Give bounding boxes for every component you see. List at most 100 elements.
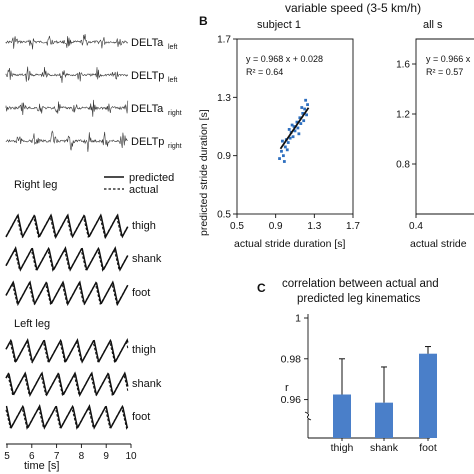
scatter-point (300, 106, 304, 109)
x-tick-label: 0.4 (409, 221, 423, 232)
emg-channel-name: DELTa (131, 103, 164, 115)
subject2-r2: R² = 0.57 (426, 67, 463, 77)
x-tick-label: 0.5 (230, 221, 244, 232)
scatter-point (302, 119, 306, 123)
kinematics-traces (5, 213, 129, 430)
subject2-equation: y = 0.966 x (426, 54, 471, 64)
y-tick-label: 1.2 (396, 110, 410, 121)
panel-b-letter: B (199, 14, 208, 28)
emg-trace (5, 66, 129, 83)
subject1-equation: y = 0.968 x + 0.028 (246, 54, 323, 64)
panel-c: C correlation between actual and predict… (257, 278, 439, 454)
x-tick-label: 0.9 (269, 221, 283, 232)
bar-shank (375, 402, 393, 438)
predicted-trace (5, 280, 129, 307)
subject2-xlabel: actual stride (410, 238, 467, 250)
axis-break-mark (304, 411, 312, 421)
scatter-point (297, 132, 301, 136)
right-leg-title: Right leg (14, 179, 57, 191)
kinematics-legend: predicted actual (104, 172, 174, 196)
actual-trace (5, 282, 129, 306)
subject1-ylabel: predicted stride duration [s] (198, 109, 210, 236)
emg-channel-side: left (168, 77, 177, 84)
predicted-trace (5, 246, 129, 272)
panel-c-chart: 0.96 0.98 1 thigh shank foot (281, 313, 437, 454)
emg-panel: DELTa left DELTp left DELTa right DELTp … (5, 34, 182, 152)
y-tick-label: 1.7 (217, 35, 231, 46)
time-axis-label: time [s] (24, 460, 59, 472)
time-tick-label: 7 (54, 451, 60, 462)
legend-predicted-label: predicted (129, 172, 174, 184)
emg-trace (5, 34, 129, 50)
scatter-point (282, 160, 286, 163)
scatter-point (280, 149, 283, 153)
subject2-title: all s (423, 19, 443, 31)
predicted-trace (5, 371, 129, 398)
time-tick-label: 9 (103, 451, 109, 462)
scatter-point (292, 125, 296, 128)
scatter-point (278, 157, 281, 160)
actual-trace (5, 406, 129, 430)
emg-trace (5, 99, 129, 117)
emg-channel-side: right (168, 143, 182, 150)
scatter-point (290, 123, 294, 127)
emg-channel-name: DELTa (131, 37, 164, 49)
joint-label-thigh: thigh (132, 344, 156, 356)
subject1-xlabel: actual stride duration [s] (234, 238, 346, 250)
panel-c-title-line2: predicted leg kinematics (297, 293, 421, 305)
time-tick-label: 10 (125, 451, 137, 462)
scatter-point (291, 135, 295, 139)
panel-c-letter: C (257, 281, 266, 295)
c-y-tick-label: 0.98 (281, 353, 302, 365)
c-x-tick-label: foot (419, 442, 437, 454)
actual-trace (5, 215, 129, 239)
legend-actual-label: actual (129, 184, 158, 196)
time-axis: 5 6 7 8 9 10 time [s] (4, 443, 137, 472)
panel-c-ylabel: r (285, 382, 289, 394)
panel-b-title: variable speed (3-5 km/h) (285, 1, 421, 15)
subject1-plot-frame (236, 38, 354, 215)
panel-b: B variable speed (3-5 km/h) subject 1 al… (198, 1, 474, 250)
left-leg-title: Left leg (14, 318, 50, 330)
actual-trace (5, 248, 129, 272)
subject1-fit-line (279, 107, 310, 150)
scatter-point (285, 148, 289, 152)
scatter-point (304, 98, 308, 102)
joint-label-foot: foot (132, 287, 150, 299)
emg-channel-name: DELTp (131, 70, 164, 82)
y-tick-label: 1.6 (396, 60, 410, 71)
emg-channel-side: right (168, 110, 182, 117)
bar-foot (419, 353, 437, 438)
scatter-point (293, 129, 297, 133)
x-tick-label: 1.7 (346, 221, 360, 232)
joint-label-shank: shank (132, 253, 162, 265)
c-x-tick-label: shank (370, 442, 399, 454)
panel-c-title-line1: correlation between actual and (282, 278, 439, 290)
subject1-ticks: 0.5 0.9 1.3 1.7 0.5 0.9 1.3 1.7 (217, 35, 360, 233)
time-tick-label: 5 (4, 451, 10, 462)
scatter-point (282, 154, 285, 158)
emg-channel-name: DELTp (131, 136, 164, 148)
time-tick-label: 8 (79, 451, 85, 462)
emg-label-2: DELTp left (131, 70, 177, 84)
scatter-point (305, 113, 308, 117)
scatter-point (298, 116, 302, 120)
time-ticks: 5 6 7 8 9 10 (4, 444, 137, 462)
y-tick-label: 0.9 (217, 151, 231, 162)
x-tick-label: 1.3 (307, 221, 321, 232)
subject1-title: subject 1 (257, 19, 301, 31)
scatter-point (299, 122, 303, 125)
scatter-point (295, 120, 299, 124)
subject1-r2: R² = 0.64 (246, 67, 283, 77)
emg-channel-side: left (168, 44, 177, 51)
scatter-point (283, 145, 287, 149)
scatter-point (286, 141, 290, 144)
emg-trace (5, 130, 128, 152)
c-x-tick-label: thigh (331, 442, 354, 454)
joint-label-thigh: thigh (132, 220, 156, 232)
scatter-point (301, 111, 305, 115)
y-tick-label: 0.5 (217, 210, 231, 221)
y-tick-label: 0.8 (396, 160, 410, 171)
time-tick-label: 6 (29, 451, 35, 462)
